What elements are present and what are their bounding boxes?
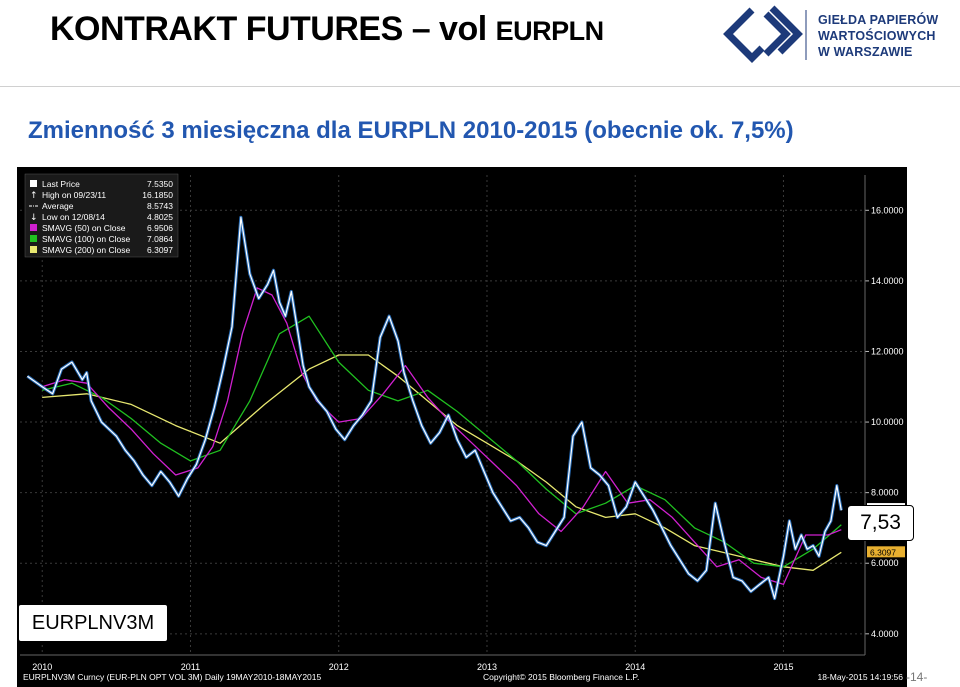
logo-line-2: WARTOŚCIOWYCH — [818, 29, 936, 43]
bloomberg-chart: 4.0000 6.0000 8.0000 10.0000 12.0000 14.0000 1… — [17, 167, 907, 687]
last-value-tag-label: 6.3097 — [870, 547, 896, 557]
smavg-200-line — [42, 354, 842, 571]
y-tick-label: 16.0000 — [871, 205, 904, 215]
y-tick-label: 14.0000 — [871, 276, 904, 286]
legend-value: 4.8025 — [147, 212, 173, 222]
current-value-callout: 7,53 — [847, 505, 914, 541]
x-tick-label: 2012 — [329, 662, 349, 672]
legend-label: Last Price — [42, 179, 80, 189]
y-tick-label: 8.0000 — [871, 488, 899, 498]
down-arrow-icon: ↓ — [30, 213, 38, 223]
last-value-tag — [867, 546, 905, 558]
x-tick-label: 2014 — [625, 662, 645, 672]
chart-subtitle: Zmienność 3 miesięczna dla EURPLN 2010-2… — [28, 117, 794, 144]
legend-swatch — [30, 224, 37, 231]
footer-copyright: Copyright© 2015 Bloomberg Finance L.P. — [483, 672, 639, 682]
y-tick-label: 4.0000 — [871, 629, 899, 639]
last-price-line — [27, 216, 842, 600]
ticker-label: EURPLNV3M — [18, 604, 168, 642]
chart-footer: EURPLNV3M Curncy (EUR-PLN OPT VOL 3M) Da… — [23, 672, 903, 682]
legend-value: 6.9506 — [147, 223, 173, 233]
y-tick-label: 12.0000 — [871, 346, 904, 356]
legend-swatch — [30, 235, 37, 242]
footer-ticker-description: EURPLNV3M Curncy (EUR-PLN OPT VOL 3M) Da… — [23, 672, 322, 682]
legend-swatch — [30, 246, 37, 253]
slide-title: KONTRAKT FUTURES – vol EURPLN — [50, 10, 604, 49]
page-number: -14- — [906, 670, 928, 684]
up-arrow-icon: ↑ — [30, 191, 38, 201]
x-tick-label: 2011 — [181, 662, 200, 672]
y-tick-label: 6.0000 — [871, 558, 899, 568]
legend-value: 7.5350 — [147, 179, 173, 189]
chart-svg: 4.0000 6.0000 8.0000 10.0000 12.0000 14.0000 1… — [17, 167, 907, 687]
legend-label: SMAVG (200) on Close — [42, 245, 130, 255]
logo-text: GIEŁDA PAPIERÓW WARTOŚCIOWYCH W WARSZAWI… — [818, 12, 938, 60]
y-axis: 4.0000 6.0000 8.0000 10.0000 12.0000 14.0000 1… — [864, 175, 904, 655]
smavg-50-line — [42, 287, 842, 586]
legend-label: Average — [42, 201, 74, 211]
legend-value: 8.5743 — [147, 201, 173, 211]
legend-value: 7.0864 — [147, 234, 173, 244]
gpw-logo: GIEŁDA PAPIERÓW WARTOŚCIOWYCH W WARSZAWI… — [722, 4, 947, 66]
legend-box — [24, 173, 179, 258]
legend: Last Price 7.5350 ↑ High on 09/23/11 16.1850… — [24, 173, 179, 258]
logo-line-1: GIEŁDA PAPIERÓW — [818, 13, 939, 27]
x-tick-label: 2013 — [477, 662, 497, 672]
logo-line-3: W WARSZAWIE — [818, 45, 913, 59]
title-main: KONTRAKT FUTURES – vol — [50, 10, 487, 48]
series-layer — [26, 215, 843, 601]
legend-value: 6.3097 — [147, 245, 173, 255]
gpw-logo-mark-icon — [723, 5, 807, 63]
legend-label: High on 09/23/11 — [42, 190, 106, 200]
legend-label: SMAVG (50) on Close — [42, 223, 126, 233]
smavg-100-line — [42, 315, 842, 568]
legend-label: SMAVG (100) on Close — [42, 234, 130, 244]
x-tick-label: 2010 — [32, 662, 52, 672]
x-tick-label: 2015 — [773, 662, 793, 672]
legend-value: 16.1850 — [142, 190, 173, 200]
footer-timestamp: 18-May-2015 14:19:56 — [817, 672, 903, 682]
y-tick-label: 10.0000 — [871, 417, 904, 427]
header-divider — [0, 86, 960, 87]
x-axis: 2010 2011 2012 2013 2014 2015 — [20, 654, 865, 672]
title-tail: EURPLN — [495, 16, 605, 46]
legend-swatch — [30, 180, 37, 187]
legend-label: Low on 12/08/14 — [42, 212, 105, 222]
